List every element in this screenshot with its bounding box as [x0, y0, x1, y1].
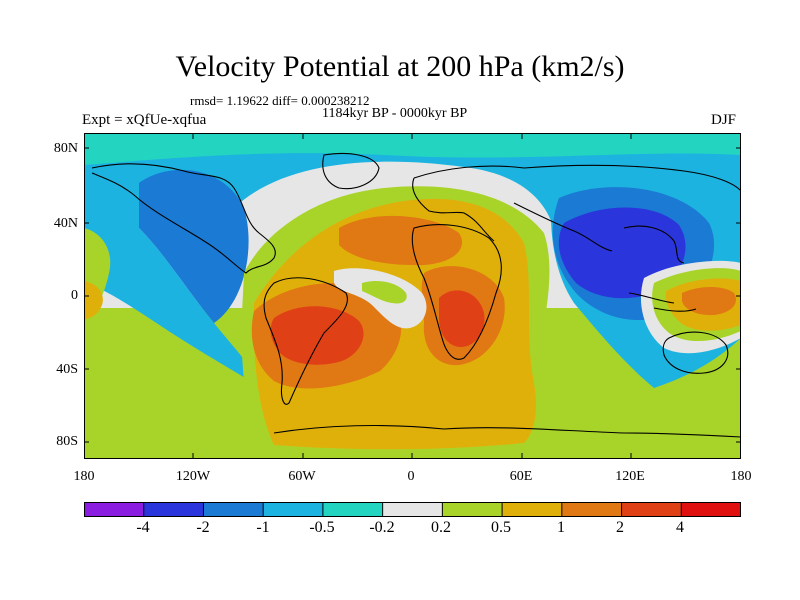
lat-label-40s: 40S	[56, 362, 78, 377]
experiment-label: Expt = xQfUe-xqfua	[82, 112, 207, 128]
lon-label-0: 0	[407, 469, 415, 484]
coastlines	[91, 152, 741, 438]
plot-title: Velocity Potential at 200 hPa (km2/s)	[175, 50, 625, 83]
colorbar-cell-1	[143, 502, 204, 517]
colorbar-cell-10	[681, 502, 741, 517]
field-red-south-africa	[439, 290, 485, 348]
rmsd-diff-stats: rmsd= 1.19622 diff= 0.000238212	[190, 93, 370, 108]
coast-eurasia	[412, 164, 741, 264]
colorbar-label-8: 2	[616, 519, 624, 536]
coast-north-america	[91, 163, 276, 274]
time-period-label: 1184kyr BP - 0000kyr BP	[322, 106, 468, 121]
field-neutral-south-edge	[604, 383, 741, 459]
colorbar-label-6: 0.5	[491, 519, 511, 536]
axis-ticks	[84, 133, 741, 459]
lon-label-60w: 60W	[288, 469, 316, 484]
lon-label-180e: 180	[730, 469, 752, 484]
colorbar-cell-7	[502, 502, 563, 517]
lat-label-80s: 80S	[56, 434, 78, 449]
colorbar-cell-9	[621, 502, 682, 517]
colorbar-label-5: 0.2	[431, 519, 451, 536]
field-cyan-upper	[84, 133, 741, 165]
colorbar-label-7: 1	[557, 519, 565, 536]
coast-greenland	[322, 152, 380, 190]
lon-label-60e: 60E	[509, 469, 533, 484]
colorbar-label-0: -4	[136, 519, 150, 536]
colorbar-label-9: 4	[676, 519, 684, 536]
field-green-atlantic-hole	[362, 281, 407, 304]
coast-indonesia	[628, 292, 697, 312]
colorbar-label-4: -0.2	[369, 519, 395, 536]
colorbar-cell-5	[382, 502, 443, 517]
colorbar-cell-8	[561, 502, 623, 517]
colorbar-cell-3	[263, 502, 324, 517]
colorbar-label-2: -1	[256, 519, 270, 536]
colorbar-label-3: -0.5	[309, 519, 335, 536]
coast-antarctica	[273, 424, 741, 438]
colorbar-label-1: -2	[196, 519, 210, 536]
colorbar-cell-0	[84, 502, 145, 517]
season-label: DJF	[711, 112, 737, 128]
colorbar-cell-2	[203, 502, 264, 517]
field-orange-north-africa	[339, 215, 463, 266]
field-cyan-east-pacific	[84, 222, 262, 388]
velocity-potential-map	[84, 133, 741, 459]
coast-africa	[411, 224, 502, 360]
colorbar-cell-4	[322, 502, 384, 517]
lat-label-80n: 80N	[53, 141, 78, 156]
lat-label-40n: 40N	[53, 216, 78, 231]
coast-south-america	[263, 277, 348, 405]
colorbar	[84, 502, 741, 517]
lon-label-120e: 120E	[615, 469, 645, 484]
field-yellow-west-edge	[84, 281, 103, 319]
lat-label-0: 0	[71, 288, 78, 303]
field-blue-east-pacific	[139, 169, 249, 323]
coast-australia	[662, 331, 729, 374]
field-orange-west-pacific	[682, 287, 736, 316]
field-red-south-america	[270, 306, 364, 365]
lon-label-180w: 180	[73, 469, 95, 484]
colorbar-cell-6	[442, 502, 503, 517]
lon-label-120w: 120W	[175, 469, 211, 484]
